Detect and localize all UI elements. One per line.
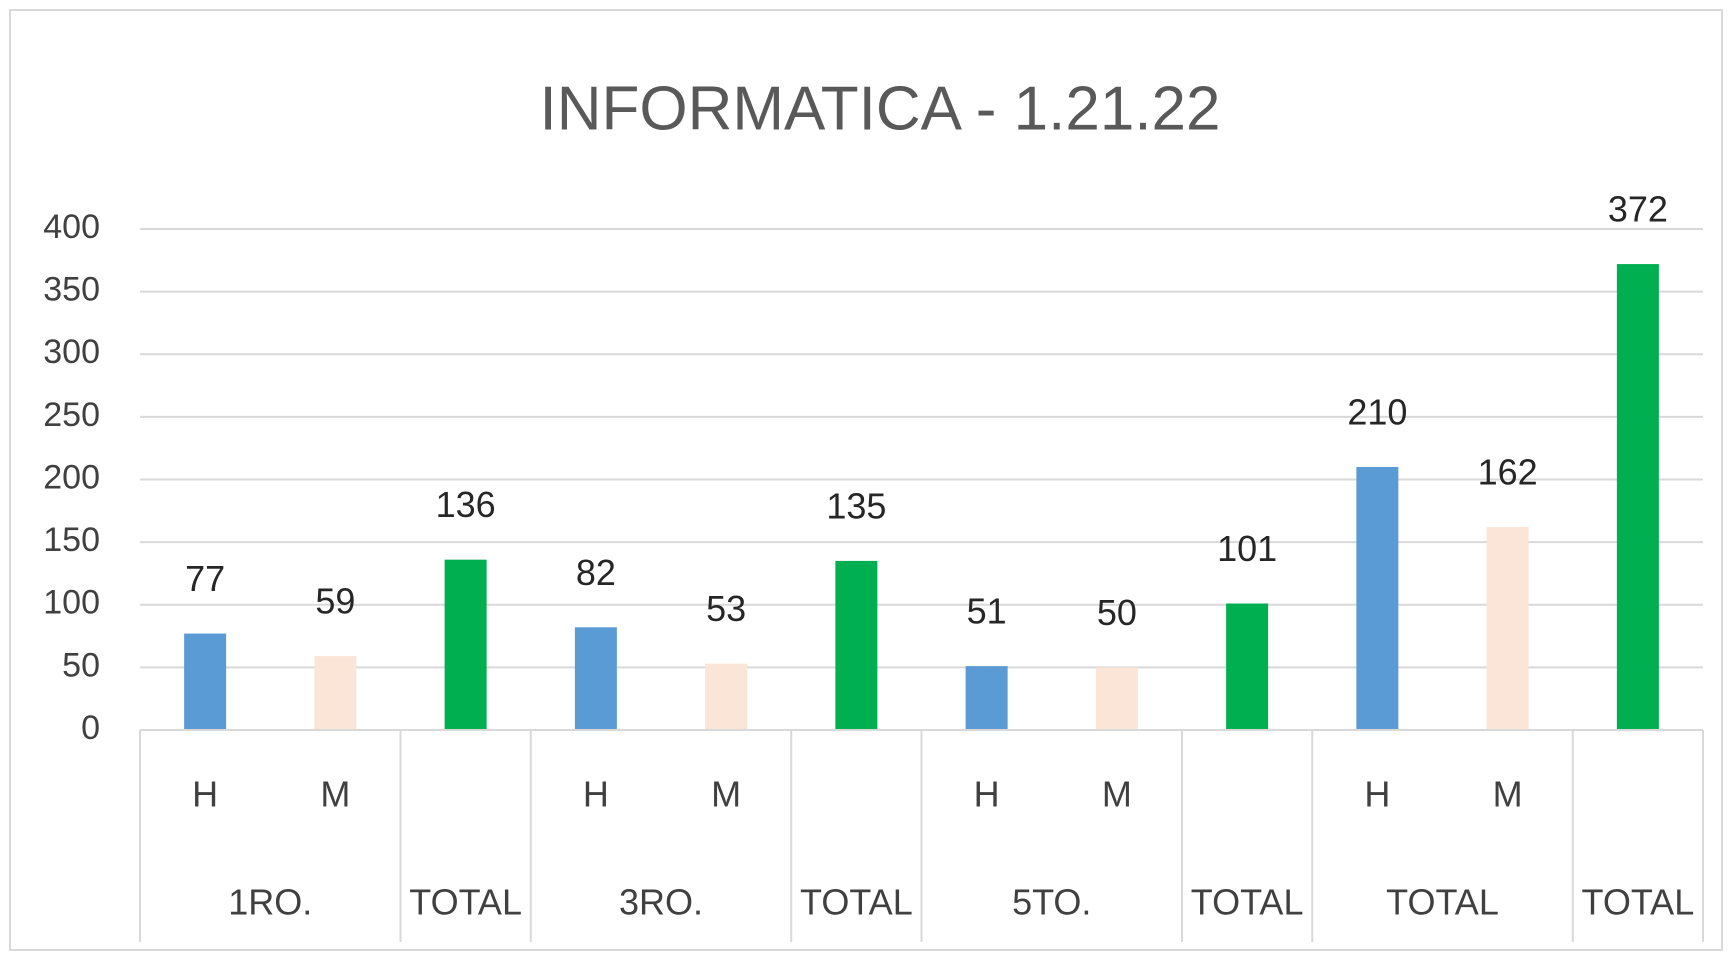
data-label: 82 bbox=[576, 552, 616, 593]
data-label: 50 bbox=[1097, 592, 1137, 633]
x-tick-label: M bbox=[320, 774, 350, 815]
y-tick-label: 350 bbox=[43, 271, 100, 309]
group-label: TOTAL bbox=[1191, 882, 1304, 923]
bar bbox=[1486, 527, 1529, 730]
x-tick-label: M bbox=[711, 774, 741, 815]
y-tick-label: 250 bbox=[43, 396, 100, 434]
bar bbox=[705, 663, 748, 730]
bar bbox=[965, 666, 1008, 730]
bar bbox=[1226, 603, 1269, 730]
y-tick-label: 100 bbox=[43, 584, 100, 622]
x-tick-label: H bbox=[974, 774, 1000, 815]
bar bbox=[835, 560, 878, 730]
group-label: TOTAL bbox=[800, 882, 913, 923]
bar bbox=[314, 656, 357, 730]
data-label: 136 bbox=[436, 484, 496, 525]
x-tick-label: H bbox=[583, 774, 609, 815]
group-label: 1RO. bbox=[228, 882, 312, 923]
chart-title: INFORMATICA - 1.21.22 bbox=[539, 74, 1220, 143]
data-label: 53 bbox=[706, 588, 746, 629]
data-label: 372 bbox=[1608, 189, 1668, 230]
group-label: 3RO. bbox=[619, 882, 703, 923]
group-label: 5TO. bbox=[1012, 882, 1091, 923]
bar bbox=[1095, 667, 1138, 730]
group-label: TOTAL bbox=[1386, 882, 1499, 923]
x-tick-label: H bbox=[1364, 774, 1390, 815]
y-tick-label: 150 bbox=[43, 521, 100, 559]
y-tick-label: 200 bbox=[43, 458, 100, 496]
bar bbox=[574, 627, 617, 730]
data-label: 135 bbox=[826, 485, 886, 526]
data-label: 59 bbox=[315, 581, 355, 622]
y-tick-label: 0 bbox=[81, 709, 100, 747]
group-label: TOTAL bbox=[1582, 882, 1695, 923]
data-label: 51 bbox=[967, 591, 1007, 632]
data-label: 77 bbox=[185, 558, 225, 599]
x-tick-label: H bbox=[192, 774, 218, 815]
bar bbox=[184, 633, 227, 730]
group-label: TOTAL bbox=[409, 882, 522, 923]
y-tick-label: 400 bbox=[43, 208, 100, 246]
bar bbox=[1616, 264, 1659, 730]
data-label: 162 bbox=[1478, 452, 1538, 493]
data-label: 210 bbox=[1347, 391, 1407, 432]
y-tick-label: 300 bbox=[43, 333, 100, 371]
bar bbox=[444, 559, 487, 730]
y-tick-label: 50 bbox=[62, 646, 100, 684]
bar bbox=[1356, 466, 1399, 730]
data-label: 101 bbox=[1217, 528, 1277, 569]
x-tick-label: M bbox=[1102, 774, 1132, 815]
x-tick-label: M bbox=[1493, 774, 1523, 815]
